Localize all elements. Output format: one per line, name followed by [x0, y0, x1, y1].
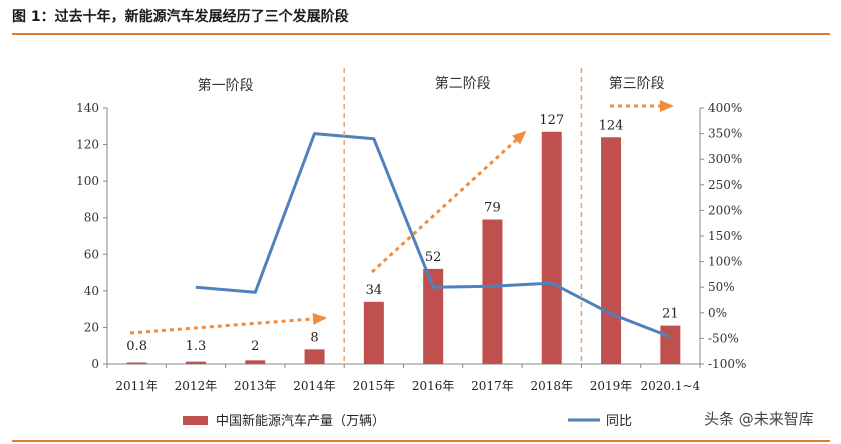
- bar: [363, 301, 384, 364]
- bar: [482, 219, 503, 364]
- bars: [126, 131, 681, 364]
- bar: [660, 325, 681, 364]
- x-tick-label: 2014年: [293, 379, 336, 393]
- right-tick-label: -100%: [708, 357, 746, 371]
- bottom-rule: [12, 440, 830, 442]
- yoy-line: [195, 132, 671, 339]
- right-tick-label: 0%: [708, 306, 727, 320]
- x-tick-label: 2011年: [115, 379, 158, 393]
- stage-decorations: 第一阶段 第二阶段 第三阶段: [129, 68, 674, 364]
- bar-value-label: 79: [484, 201, 501, 216]
- right-tick-label: 250%: [708, 178, 742, 192]
- bar: [601, 137, 622, 364]
- title-rule: [12, 33, 830, 35]
- bar: [423, 268, 444, 364]
- data-labels: 0.8 1.3 2 8 34 52 79 127 124 21: [126, 113, 678, 354]
- bar-value-label: 0.8: [126, 339, 147, 354]
- trend-arrow-stage2-shaft: [370, 130, 527, 274]
- right-tick-label: 100%: [708, 255, 742, 269]
- x-tick-label: 2019年: [590, 379, 633, 393]
- legend-swatch-bar: [183, 416, 208, 425]
- bar-value-label: 52: [425, 250, 442, 265]
- bar: [304, 349, 325, 364]
- left-tick-label: 20: [84, 320, 99, 334]
- bar-value-label: 21: [662, 307, 679, 322]
- left-tick-label: 100: [76, 174, 99, 188]
- x-tick-label: 2015年: [353, 379, 396, 393]
- axes: 0 20 40 60 80 100 120 140 -100% -50% 0% 50% 100% 150%…: [76, 101, 746, 393]
- stage-label-3: 第三阶段: [609, 75, 665, 92]
- legend: 中国新能源汽车产量（万辆） 同比: [183, 413, 632, 429]
- x-tick-label: 2012年: [175, 379, 218, 393]
- left-tick-label: 80: [84, 211, 99, 225]
- bar-value-label: 127: [539, 113, 564, 128]
- right-tick-label: 350%: [708, 127, 742, 141]
- right-tick-label: 50%: [708, 280, 735, 294]
- bar-value-label: 1.3: [186, 339, 207, 354]
- left-tick-label: 120: [76, 138, 99, 152]
- bar-value-label: 34: [366, 283, 383, 298]
- bar-value-label: 8: [310, 330, 318, 345]
- bar-value-label: 124: [599, 118, 624, 133]
- x-tick-label: 2018年: [530, 379, 573, 393]
- stage-label-1: 第一阶段: [198, 77, 254, 94]
- trend-arrow-stage1-head: [312, 312, 327, 325]
- right-tick-label: 400%: [708, 101, 742, 115]
- legend-label-bar: 中国新能源汽车产量（万辆）: [216, 413, 385, 429]
- legend-label-line: 同比: [606, 414, 632, 429]
- left-tick-label: 0: [91, 357, 99, 371]
- trend-arrow-stage3-head: [660, 100, 674, 112]
- bar: [245, 360, 266, 364]
- x-tick-label: 2016年: [412, 379, 455, 393]
- left-tick-label: 140: [76, 101, 99, 115]
- left-tick-label: 60: [84, 247, 99, 261]
- trend-arrow-stage2-head: [512, 130, 527, 145]
- right-tick-label: 150%: [708, 229, 742, 243]
- watermark: 头条 @未来智库: [704, 410, 814, 428]
- stage-label-2: 第二阶段: [435, 75, 491, 92]
- bar: [126, 362, 147, 364]
- right-tick-label: -50%: [708, 331, 739, 345]
- left-tick-label: 40: [84, 284, 99, 298]
- x-tick-label: 2013年: [234, 379, 277, 393]
- x-tick-label: 2017年: [471, 379, 514, 393]
- trend-arrow-stage1-shaft: [129, 316, 326, 335]
- x-tick-label: 2020.1~4: [641, 379, 701, 393]
- figure-title: 图 1：过去十年，新能源汽车发展经历了三个发展阶段: [12, 9, 349, 25]
- right-tick-label: 200%: [708, 203, 742, 217]
- right-tick-label: 300%: [708, 152, 742, 166]
- bar: [185, 361, 206, 364]
- bar: [541, 131, 562, 364]
- bar-value-label: 2: [251, 339, 259, 354]
